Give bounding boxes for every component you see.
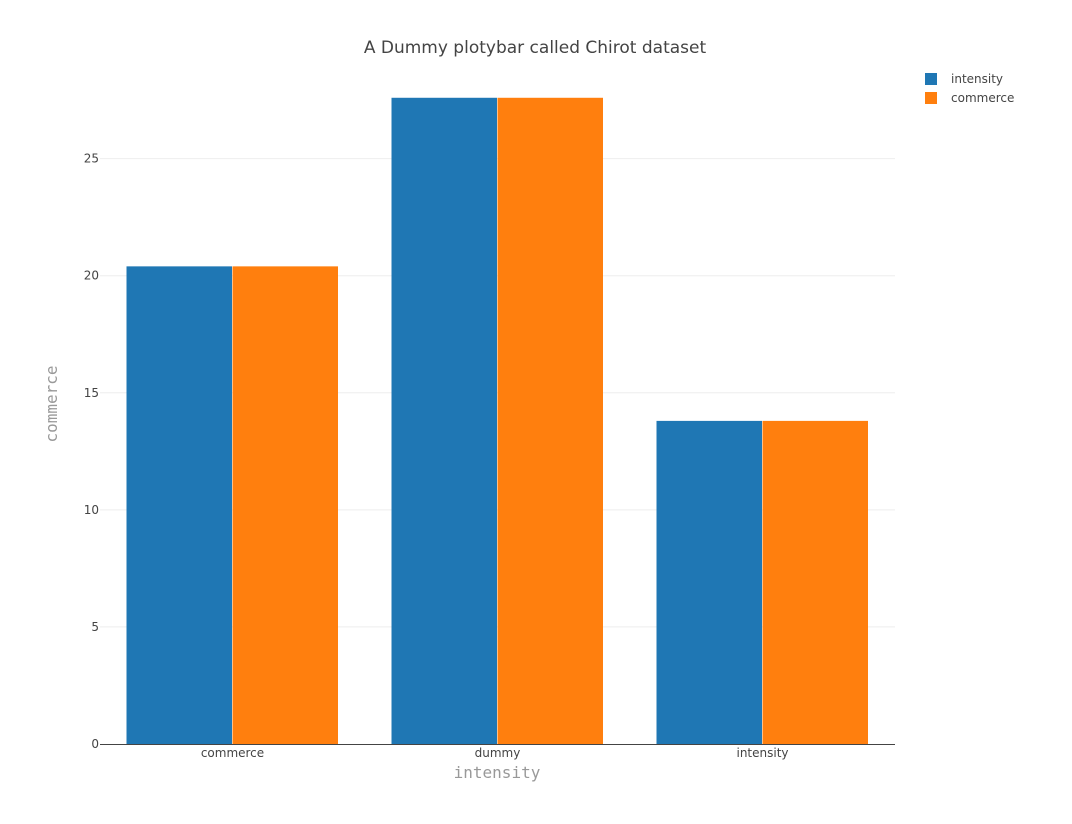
legend-label: commerce <box>951 91 1014 105</box>
y-axis-title: commerce <box>42 365 61 442</box>
bar-intensity-dummy[interactable] <box>391 97 498 745</box>
y-tick-label: 20 <box>84 269 99 283</box>
bars <box>126 97 869 745</box>
legend-swatch <box>925 73 937 85</box>
x-tick-label: dummy <box>475 746 521 760</box>
bar-commerce-intensity[interactable] <box>762 420 869 744</box>
x-axis-ticks: commerce dummy intensity <box>201 746 789 760</box>
bar-commerce-commerce[interactable] <box>232 266 339 744</box>
y-axis-ticks: 0 5 10 15 20 25 <box>84 152 99 751</box>
x-tick-label: intensity <box>736 746 788 760</box>
y-tick-label: 5 <box>91 620 99 634</box>
x-tick-label: commerce <box>201 746 264 760</box>
y-tick-label: 25 <box>84 152 99 166</box>
legend-swatch <box>925 92 937 104</box>
y-tick-label: 0 <box>91 737 99 751</box>
bar-intensity-intensity[interactable] <box>656 420 763 744</box>
y-tick-label: 15 <box>84 386 99 400</box>
legend: intensity commerce <box>925 72 1014 105</box>
bar-commerce-dummy[interactable] <box>497 97 604 745</box>
bar-intensity-commerce[interactable] <box>126 266 233 744</box>
legend-label: intensity <box>951 72 1003 86</box>
x-axis-title: intensity <box>454 763 541 782</box>
legend-item-commerce[interactable]: commerce <box>925 91 1014 105</box>
chart-title: A Dummy plotybar called Chirot dataset <box>364 38 707 58</box>
legend-item-intensity[interactable]: intensity <box>925 72 1003 86</box>
y-tick-label: 10 <box>84 503 99 517</box>
